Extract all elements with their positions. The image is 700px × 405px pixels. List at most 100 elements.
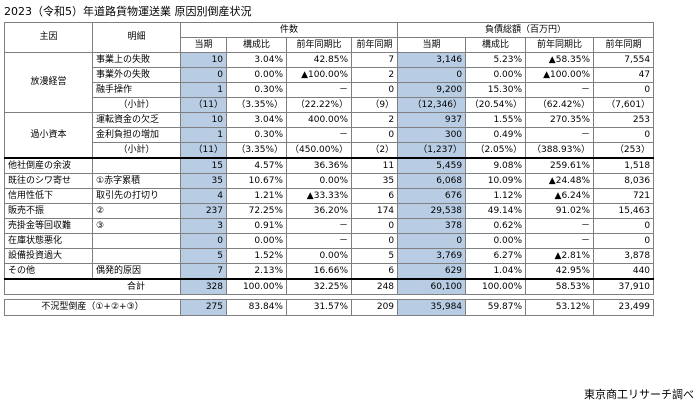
cell: 8,036 xyxy=(593,173,655,189)
cell: 1 xyxy=(180,82,227,98)
table-row: 販売不振 ② 237 72.25% 36.20% 174 29,538 49.14% 91.02… xyxy=(4,203,655,219)
cell: 1,518 xyxy=(593,157,655,174)
cause-cell: 信用性低下 xyxy=(4,188,93,204)
detail-cell: 偶発的原因 xyxy=(92,263,181,280)
cell: （20.54%） xyxy=(465,97,527,113)
cell: ▲2.81% xyxy=(525,248,595,264)
cell: － xyxy=(525,82,595,98)
total-label: 合計 xyxy=(4,278,181,295)
cell: 1.04% xyxy=(465,263,527,280)
header-sub: 構成比 xyxy=(465,37,527,53)
cell: 0 xyxy=(593,82,655,98)
detail-cell xyxy=(92,233,181,249)
cell: 0 xyxy=(397,67,467,83)
cell: 0 xyxy=(351,127,399,143)
cell: （11） xyxy=(180,97,227,113)
cell: 42.95% xyxy=(525,263,595,280)
cell: 9,200 xyxy=(397,82,467,98)
cell: 253 xyxy=(593,112,655,128)
cell: 100.00% xyxy=(226,278,287,295)
cell: ▲6.24% xyxy=(525,188,595,204)
cell: 328 xyxy=(180,278,227,295)
cell: 0 xyxy=(180,67,227,83)
header-sub: 前年同期 xyxy=(351,37,399,53)
detail-cell xyxy=(92,248,181,264)
cell: （3.35%） xyxy=(226,97,287,113)
cell: － xyxy=(285,82,353,98)
cell: ▲100.00% xyxy=(285,67,353,83)
header-count-group: 件数 xyxy=(179,22,399,38)
cell: 0 xyxy=(180,233,227,249)
cell: 0 xyxy=(593,218,655,234)
header-debt-group: 負債総額（百万円） xyxy=(397,22,655,38)
cell: 0.49% xyxy=(465,127,527,143)
table-row: 設備投資過大 5 1.52% 0.00% 5 3,769 6.27% ▲2.81% 3,878 xyxy=(4,248,655,264)
cause-cell: 販売不振 xyxy=(4,203,93,219)
cell: （22.22%） xyxy=(285,97,353,113)
cell: ▲58.35% xyxy=(525,52,595,68)
cell: 259.61% xyxy=(525,157,595,174)
header-sub: 前年同期比 xyxy=(285,37,353,53)
cell: 15,463 xyxy=(593,203,655,219)
table-row: 放漫経営 事業上の失敗 10 3.04% 42.85% 7 3,146 5.23% ▲58.35… xyxy=(4,52,655,113)
cell: 440 xyxy=(593,263,655,280)
cell: － xyxy=(525,218,595,234)
cell: 400.00% xyxy=(285,112,353,128)
detail-cell: 運転資金の欠乏 xyxy=(92,112,181,128)
cell: 0.00% xyxy=(285,248,353,264)
cell: 2.13% xyxy=(226,263,287,280)
cell: 937 xyxy=(397,112,467,128)
cell: 83.84% xyxy=(226,299,287,316)
cell: 7,554 xyxy=(593,52,655,68)
header-row-1: 主因 明細 件数 負債総額（百万円） xyxy=(4,22,655,53)
page-title: 2023（令和5）年道路貨物運送業 原因別倒産状況 xyxy=(4,5,252,18)
detail-cell: ③ xyxy=(92,218,181,234)
cell: 3,878 xyxy=(593,248,655,264)
cell: 35 xyxy=(180,173,227,189)
cell: 1.12% xyxy=(465,188,527,204)
cell: 5,459 xyxy=(397,157,467,174)
table-row: その他 偶発的原因 7 2.13% 16.66% 6 629 1.04% 42.95% 440 xyxy=(4,263,655,280)
cell: 6 xyxy=(351,188,399,204)
cell: 10.09% xyxy=(465,173,527,189)
table-row: 融手操作 1 0.30% － 0 9,200 15.30% － 0 xyxy=(5,82,655,98)
table-body: 放漫経営 事業上の失敗 10 3.04% 42.85% 7 3,146 5.23% ▲58.35… xyxy=(4,52,655,280)
cell: （3.35%） xyxy=(226,142,287,159)
cell: （9） xyxy=(351,97,399,113)
detail-cell: 事業外の失敗 xyxy=(92,67,181,83)
cell: 3 xyxy=(180,218,227,234)
cell: 10 xyxy=(180,112,227,128)
detail-cell: 事業上の失敗 xyxy=(92,52,181,68)
header-sub: 前年同期比 xyxy=(525,37,595,53)
cell: 4.57% xyxy=(226,157,287,174)
table-row: 既往のシワ寄せ ①赤字累積 35 10.67% 0.00% 35 6,068 10.09% ▲2… xyxy=(4,173,655,189)
cell: 0.00% xyxy=(226,67,287,83)
cell: 37,910 xyxy=(593,278,655,295)
detail-cell: ①赤字累積 xyxy=(92,173,181,189)
cell: 7 xyxy=(351,52,399,68)
cause-cell: その他 xyxy=(4,263,93,280)
cell: 0.00% xyxy=(226,233,287,249)
cell: （450.00%） xyxy=(285,142,353,159)
header-cause: 主因 xyxy=(4,22,93,53)
recession-row: 不況型倒産（①+②+③） 275 83.84% 31.57% 209 35,98… xyxy=(4,299,655,316)
cell: 0 xyxy=(397,233,467,249)
cell: 15.30% xyxy=(465,82,527,98)
detail-cell: 取引先の打切り xyxy=(92,188,181,204)
cell: （253） xyxy=(593,142,655,159)
cell: 7 xyxy=(180,263,227,280)
cell: 60,100 xyxy=(397,278,467,295)
cell: 5 xyxy=(351,248,399,264)
cell: 3,146 xyxy=(397,52,467,68)
cause-cell: 他社倒産の余波 xyxy=(4,157,93,174)
detail-cell: （小計） xyxy=(92,142,181,159)
cell: 0 xyxy=(351,218,399,234)
detail-cell: ② xyxy=(92,203,181,219)
cell: 174 xyxy=(351,203,399,219)
cell: 42.85% xyxy=(285,52,353,68)
cell: 36.20% xyxy=(285,203,353,219)
cell: 0.00% xyxy=(285,173,353,189)
total-row: 合計 328 100.00% 32.25% 248 60,100 100.00%… xyxy=(4,278,655,295)
cell: 6.27% xyxy=(465,248,527,264)
cause-cell: 設備投資過大 xyxy=(4,248,93,264)
